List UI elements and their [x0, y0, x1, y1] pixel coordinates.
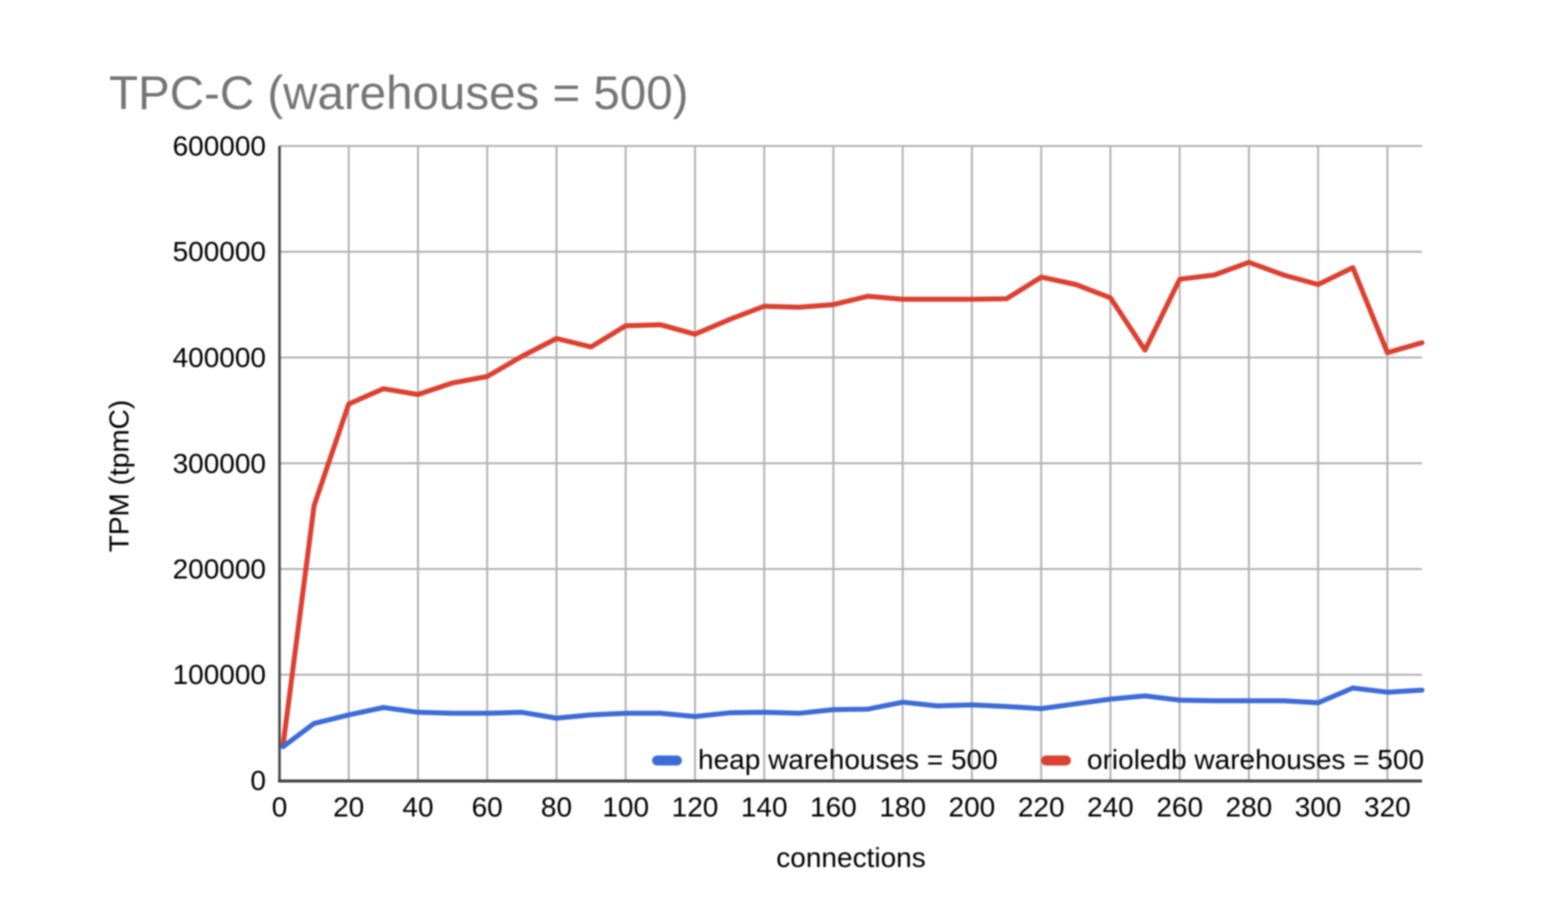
svg-text:300000: 300000: [173, 448, 266, 479]
svg-text:TPM (tpmC): TPM (tpmC): [104, 400, 135, 552]
svg-text:260: 260: [1156, 792, 1203, 823]
svg-text:180: 180: [879, 792, 926, 823]
svg-text:20: 20: [333, 792, 364, 823]
svg-text:400000: 400000: [173, 342, 266, 373]
svg-text:60: 60: [472, 792, 503, 823]
svg-text:220: 220: [1018, 792, 1065, 823]
svg-text:200: 200: [949, 792, 996, 823]
svg-text:heap warehouses = 500: heap warehouses = 500: [698, 744, 998, 775]
svg-text:TPC-C (warehouses = 500): TPC-C (warehouses = 500): [109, 67, 688, 120]
svg-text:280: 280: [1226, 792, 1273, 823]
svg-text:300: 300: [1295, 792, 1342, 823]
svg-text:100000: 100000: [173, 659, 266, 690]
svg-text:connections: connections: [776, 842, 925, 873]
svg-text:200000: 200000: [173, 554, 266, 585]
svg-text:320: 320: [1364, 792, 1411, 823]
svg-text:160: 160: [810, 792, 857, 823]
svg-text:100: 100: [602, 792, 649, 823]
svg-text:orioledb warehouses = 500: orioledb warehouses = 500: [1087, 744, 1424, 775]
svg-text:0: 0: [272, 792, 288, 823]
svg-text:0: 0: [250, 765, 266, 796]
svg-text:120: 120: [672, 792, 719, 823]
svg-text:40: 40: [402, 792, 433, 823]
svg-text:500000: 500000: [173, 236, 266, 267]
svg-text:80: 80: [541, 792, 572, 823]
svg-text:140: 140: [741, 792, 788, 823]
svg-text:240: 240: [1087, 792, 1134, 823]
svg-text:600000: 600000: [173, 131, 266, 162]
